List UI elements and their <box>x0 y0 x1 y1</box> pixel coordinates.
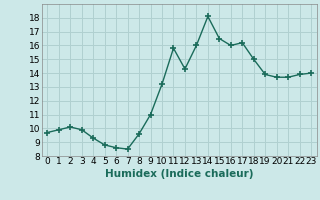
X-axis label: Humidex (Indice chaleur): Humidex (Indice chaleur) <box>105 169 253 179</box>
